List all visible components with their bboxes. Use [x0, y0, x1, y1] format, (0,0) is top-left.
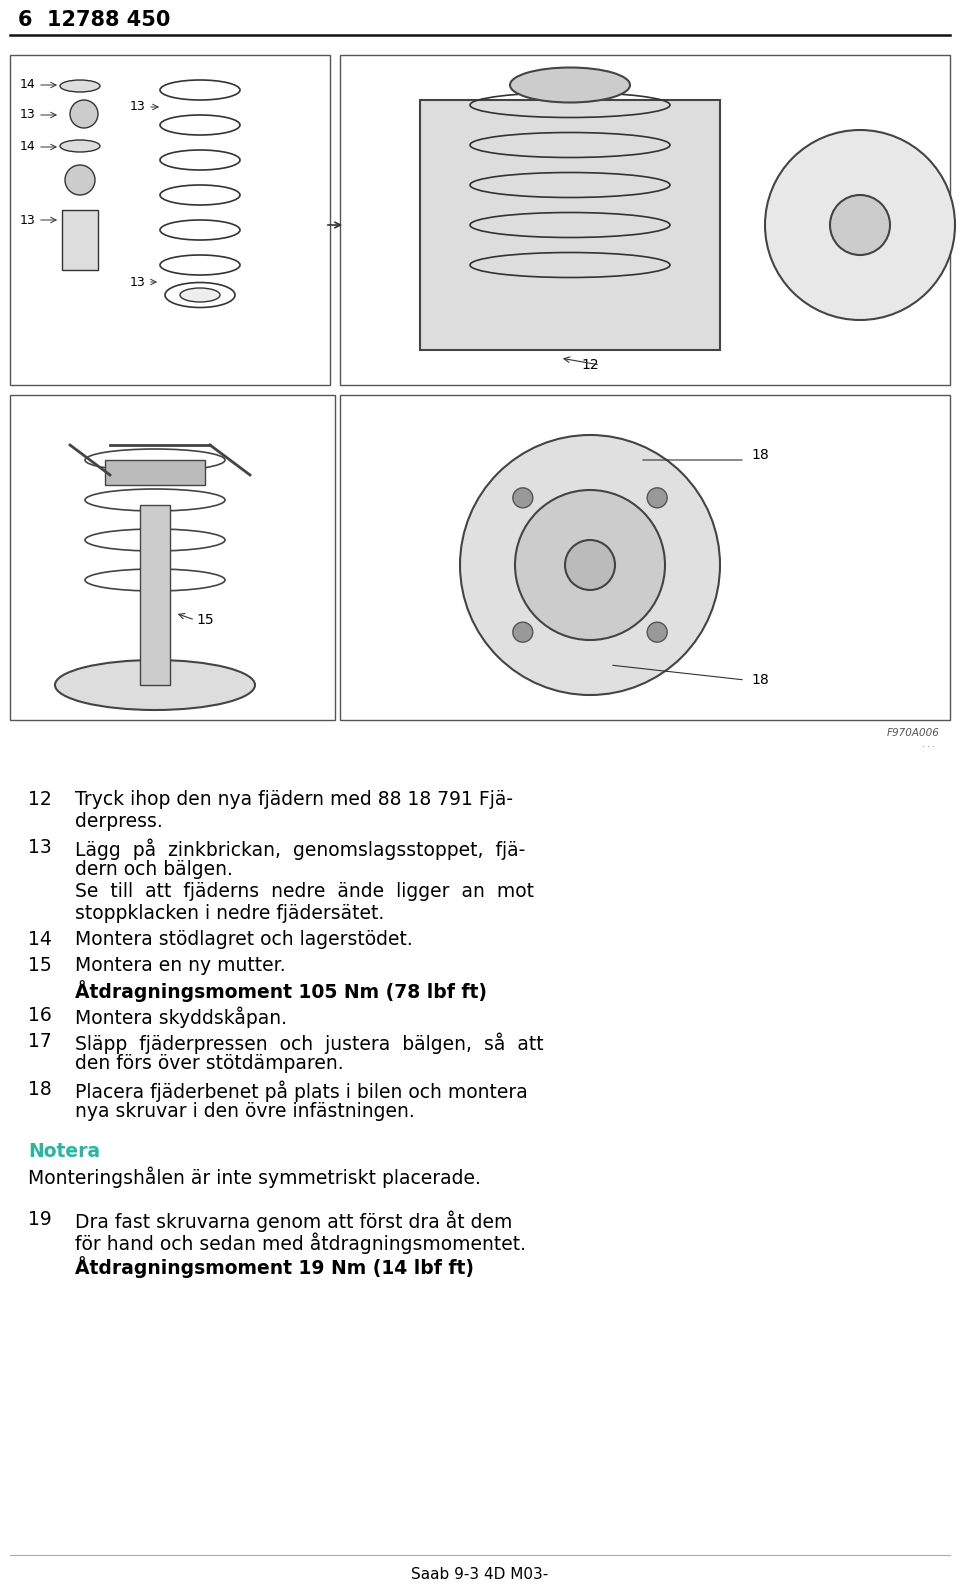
Bar [140, 505, 170, 685]
Circle shape [830, 194, 890, 255]
Text: nya skruvar i den övre infästningen.: nya skruvar i den övre infästningen. [75, 1102, 415, 1121]
Ellipse shape [60, 140, 100, 151]
Text: Åtdragningsmoment 105 Nm (78 lbf ft): Åtdragningsmoment 105 Nm (78 lbf ft) [75, 981, 487, 1001]
Bar [340, 395, 950, 720]
Ellipse shape [510, 67, 630, 102]
Text: 15: 15 [196, 613, 214, 627]
Circle shape [765, 131, 955, 320]
Text: 13: 13 [130, 100, 146, 113]
Circle shape [515, 490, 665, 640]
Text: Notera: Notera [28, 1141, 100, 1161]
Text: den förs över stötdämparen.: den förs över stötdämparen. [75, 1054, 344, 1073]
Text: Placera fjäderbenet på plats i bilen och montera: Placera fjäderbenet på plats i bilen och… [75, 1079, 528, 1102]
Circle shape [65, 166, 95, 194]
Circle shape [647, 622, 667, 642]
Circle shape [513, 487, 533, 508]
Text: Saab 9-3 4D M03-: Saab 9-3 4D M03- [412, 1567, 548, 1582]
Text: 15: 15 [28, 957, 52, 974]
Text: Se  till  att  fjäderns  nedre  ände  ligger  an  mot: Se till att fjäderns nedre ände ligger a… [75, 882, 534, 901]
Text: för hand och sedan med åtdragningsmomentet.: för hand och sedan med åtdragningsmoment… [75, 1232, 526, 1253]
Text: Åtdragningsmoment 19 Nm (14 lbf ft): Åtdragningsmoment 19 Nm (14 lbf ft) [75, 1256, 474, 1278]
Text: Montera en ny mutter.: Montera en ny mutter. [75, 957, 286, 974]
Text: Lägg  på  zinkbrickan,  genomslagsstoppet,  fjä-: Lägg på zinkbrickan, genomslagsstoppet, … [75, 837, 525, 860]
Bar [62, 210, 98, 271]
Text: F970A006: F970A006 [887, 728, 940, 739]
Text: Dra fast skruvarna genom att först dra åt dem: Dra fast skruvarna genom att först dra å… [75, 1210, 513, 1232]
Text: 18: 18 [28, 1079, 52, 1098]
Text: 13: 13 [20, 213, 36, 226]
Circle shape [460, 435, 720, 696]
Text: 17: 17 [28, 1032, 52, 1051]
Text: Monteringshålen är inte symmetriskt placerade.: Monteringshålen är inte symmetriskt plac… [28, 1165, 481, 1188]
Text: 18: 18 [751, 673, 769, 688]
Text: 14: 14 [20, 140, 36, 153]
Text: dern och bälgen.: dern och bälgen. [75, 860, 233, 879]
Text: 13: 13 [20, 108, 36, 121]
Text: 14: 14 [28, 930, 52, 949]
Circle shape [513, 622, 533, 642]
Text: 18: 18 [751, 447, 769, 462]
Text: 13: 13 [130, 275, 146, 288]
Bar [105, 460, 205, 486]
Ellipse shape [180, 288, 220, 302]
Text: 12: 12 [28, 790, 52, 809]
Ellipse shape [60, 80, 100, 92]
Circle shape [565, 540, 615, 591]
Text: 12: 12 [581, 358, 599, 373]
Text: 6  12788 450: 6 12788 450 [18, 10, 170, 30]
Circle shape [70, 100, 98, 127]
Text: Montera skyddskåpan.: Montera skyddskåpan. [75, 1006, 287, 1027]
Circle shape [647, 487, 667, 508]
Bar [420, 100, 720, 350]
Ellipse shape [55, 661, 255, 710]
Text: . . .: . . . [922, 740, 935, 748]
Text: 14: 14 [20, 78, 36, 91]
Text: Montera stödlagret och lagerstödet.: Montera stödlagret och lagerstödet. [75, 930, 413, 949]
Bar [340, 56, 950, 385]
Text: 19: 19 [28, 1210, 52, 1229]
Text: Släpp  fjäderpressen  och  justera  bälgen,  så  att: Släpp fjäderpressen och justera bälgen, … [75, 1032, 543, 1054]
Text: 16: 16 [28, 1006, 52, 1025]
Bar [10, 56, 330, 385]
Text: Tryck ihop den nya fjädern med 88 18 791 Fjä-: Tryck ihop den nya fjädern med 88 18 791… [75, 790, 513, 809]
Text: 13: 13 [28, 837, 52, 856]
Bar [10, 395, 335, 720]
Text: stoppklacken i nedre fjädersätet.: stoppklacken i nedre fjädersätet. [75, 904, 384, 923]
Text: derpress.: derpress. [75, 812, 163, 831]
